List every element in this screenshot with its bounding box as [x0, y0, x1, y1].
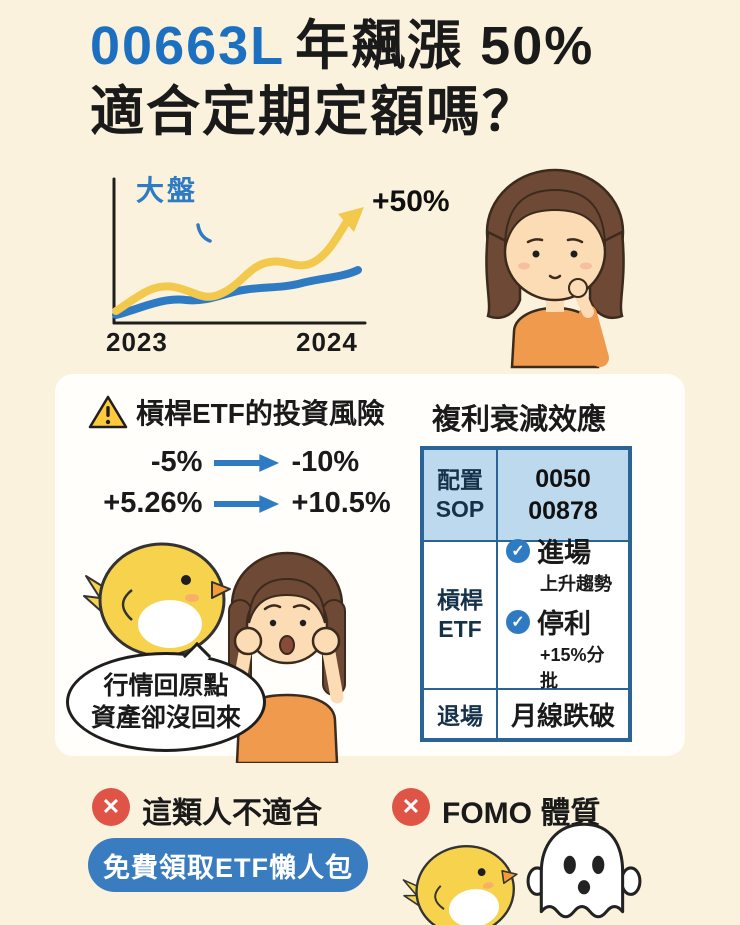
rule-sub: +15%分批 [540, 645, 605, 691]
rule-entry: ✓ 停利 [506, 602, 591, 641]
bottom-chick-illustration [402, 845, 518, 925]
rule-entry: ✓ 進場 [506, 531, 591, 570]
page-title: 00663L 年飆漲 50% 適合定期定額嗎？ [90, 14, 594, 146]
table-cell-leverage-rules: ✓ 進場 上升趨勢 ✓ 停利 +15%分批 [497, 538, 629, 691]
table-cell-exit-label: 退場 [423, 689, 497, 739]
title-question: 適合定期定額嗎？ [90, 81, 538, 142]
rule-title: 停利 [537, 609, 591, 639]
x-tick-2023: 2023 [106, 327, 168, 357]
rule-sub: 上升趨勢 [540, 574, 612, 594]
warning-icon [88, 395, 128, 429]
ghost-illustration [526, 822, 642, 919]
x-tick-2024: 2024 [296, 327, 358, 357]
decay-heading: 複利衰減效應 [432, 404, 607, 436]
bubble-line: 資產卻沒回來 [90, 704, 241, 732]
worried-woman-illustration [228, 551, 346, 763]
thinking-woman-illustration [485, 168, 625, 369]
title-line-1: 00663L 年飆漲 50% [90, 14, 594, 80]
x-circle-icon: ✕ [92, 788, 130, 826]
performance-chart: 大盤 +50% 2023 2024 [100, 165, 480, 365]
bubble-line: 行情回原點 [103, 671, 229, 700]
gain-label: +50% [372, 185, 450, 218]
market-label: 大盤 [136, 175, 199, 206]
arrow-right-icon [214, 453, 280, 472]
check-icon: ✓ [506, 609, 530, 634]
chart-lines [112, 177, 367, 325]
base-value: -5% [150, 446, 203, 478]
risk-heading: 槓桿ETF的投資風險 [136, 398, 385, 429]
leveraged-value: -10% [291, 446, 360, 478]
rule-title: 進場 [537, 538, 591, 568]
comparison-row: +5.26% +10.5% [92, 487, 402, 520]
x-circle-icon: ✕ [392, 788, 430, 826]
table-cell-config-value: 0050 00878 [497, 449, 629, 541]
speech-bubble: 行情回原點 資產卻沒回來 [66, 641, 266, 752]
leveraged-value: +10.5% [291, 487, 391, 519]
table-cell-config-label: 配置 SOP [423, 449, 497, 541]
sop-table: 配置 SOP 0050 00878 槓桿 ETF ✓ 進場 上升趨勢 ✓ 停利 … [420, 446, 632, 742]
comparison-row: -5% -10% [92, 446, 402, 479]
cta-button[interactable]: 免費領取ETF懶人包 [88, 838, 368, 892]
ticker-symbol: 00663L [90, 16, 286, 76]
risk-heading-row: 槓桿ETF的投資風險 [88, 392, 385, 432]
table-cell-leverage-label: 槓桿 ETF [423, 541, 497, 689]
check-icon: ✓ [506, 538, 530, 563]
headline-text: 年飆漲 50% [295, 16, 595, 76]
base-value: +5.26% [103, 487, 203, 519]
chick-illustration [83, 542, 231, 668]
risk-comparisons: -5% -10% +5.26% +10.5% [92, 446, 402, 528]
arrow-right-icon [214, 494, 280, 513]
not-suitable-label: 這類人不適合 [142, 797, 322, 830]
table-cell-exit-value: 月線跌破 [497, 689, 629, 739]
